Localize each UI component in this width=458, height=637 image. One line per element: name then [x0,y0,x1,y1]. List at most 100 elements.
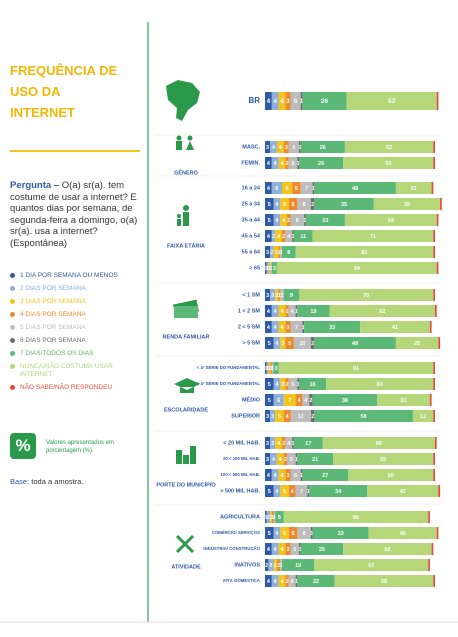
value-label: 5 [268,489,271,495]
title-rule [10,150,140,152]
value-label: 4 [273,98,277,105]
value-label: 52 [386,145,392,151]
value-label: 4 [267,325,271,331]
bar-segment [438,337,441,349]
bar-segment [288,575,296,587]
bar-segment [265,362,267,374]
bar-segment [302,469,349,481]
bar-segment [271,92,279,110]
bar-segment [265,469,272,481]
bar-segment [333,453,434,465]
value-label: 11 [300,234,306,240]
legend-swatch [10,384,15,390]
bar-segment [271,305,279,317]
category-label: > 5 SM [242,340,260,346]
legend-item: 4 DIAS POR SEMANA [10,311,140,319]
value-label: 1 [269,266,272,272]
value-label: 3 [266,293,269,299]
bar-segment [295,485,308,497]
value-label: 4 [267,309,271,315]
bar-segment [322,437,435,449]
value-label: 54 [388,218,395,224]
bar-segment [302,394,310,406]
bar-segment [429,394,432,406]
value-label: 94 [354,266,361,272]
bar-segment [314,182,396,194]
value-label: 7 [295,325,298,331]
value-label: 2 [309,398,312,404]
bar-segment [266,262,269,274]
bar-segment [278,321,286,333]
value-label: 4 [267,234,271,240]
value-label: 35 [341,202,347,208]
question-text: O(a) sr(a). tem costume de usar a intern… [10,180,138,249]
legend-item: 6 DIAS POR SEMANA [10,337,140,345]
bar-segment [285,230,293,242]
value-label: 26 [321,98,329,105]
bar-segment [266,511,271,523]
value-label: 27 [322,473,328,479]
value-label: 5 [283,489,286,495]
value-label: 53 [385,161,391,167]
bar-segment [266,362,269,374]
bar-segment [304,321,361,333]
legend-label: 2 DIAS POR SEMANA [20,285,86,292]
value-label: 5 [268,202,271,208]
bar-segment [273,337,281,349]
value-label: 1 [269,366,272,372]
value-label: 1 [302,325,305,331]
bar-segment [290,214,305,226]
legend-label: 1 DIA POR SEMANA OU MENOS [20,272,118,279]
bar-segment [276,453,284,465]
bar-segment [283,394,296,406]
bar-segment [295,246,434,258]
bar-segment [285,575,289,587]
value-label: 67 [368,563,374,569]
value-label: 2 [286,161,289,167]
bar-segment [265,321,272,333]
value-label: 4 [275,218,279,224]
value-label: 3 [285,145,288,151]
bar-segment [300,543,344,555]
value-label: 22 [313,579,319,585]
value-label: 4 [277,234,281,240]
category-label: < 4ª SÉRIE DO FUNDAMENTAL [197,365,261,370]
value-label: 2 [311,414,314,420]
value-label: 4 [267,473,271,479]
value-label: 2 [275,293,278,299]
value-label: 1 [268,366,271,372]
bar-segment [285,92,291,110]
bar-segment [276,262,437,274]
value-label: 6 [286,186,289,192]
value-label: 1 [266,266,269,272]
value-label: 26 [318,161,324,167]
bar-segment [275,230,282,242]
bar-segment [265,394,274,406]
value-label: 1 [271,366,274,372]
bar-segment [280,289,284,301]
bar-segment [395,337,439,349]
legend-item: NÃO SABE/NÃO RESPONDEU [10,384,140,392]
bar-segment [310,527,313,539]
bar-segment [265,410,271,422]
legend-swatch [10,351,15,356]
bar-segment [280,485,289,497]
bar-segment [433,469,435,481]
legend-label: 4 DIAS POR SEMANA [20,311,86,318]
bar-segment [433,453,435,465]
category-label: FEMIN. [241,160,260,166]
bar-segment [299,543,301,555]
value-label: 4 [274,579,278,585]
value-label: 48 [352,186,358,192]
value-label: 3 [286,98,290,105]
value-label: 5 [295,186,298,192]
value-label: 1 [280,563,283,569]
bar-segment [265,337,274,349]
bar-segment [302,321,305,333]
bar-segment [275,511,284,523]
value-label: 5 [283,531,286,537]
value-label: 4 [267,98,271,105]
category-label: > 500 MIL HAB. [220,488,260,494]
value-label: 1 [266,366,269,372]
bar-segment [283,453,288,465]
